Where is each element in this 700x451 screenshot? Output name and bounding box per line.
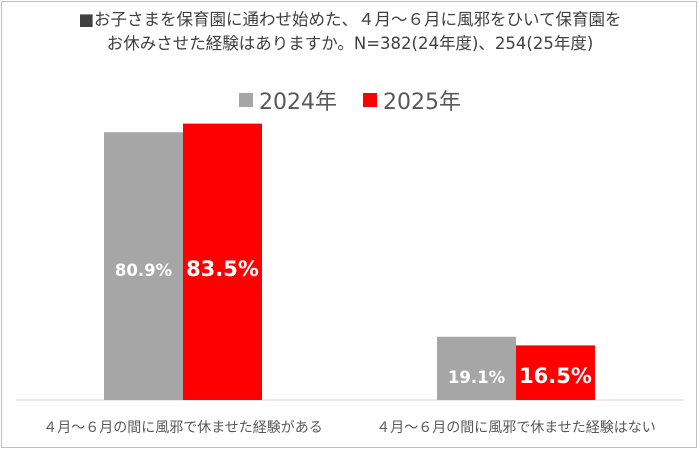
legend-item-2024: 2024年: [239, 84, 337, 116]
category-label-1: ４月～６月の間に風邪で休ませた経験がある: [43, 420, 323, 436]
chart-title-line-2: お休みさせた経験はありますか。N=382(24年度)、254(25年度): [106, 34, 594, 53]
legend-swatch-2025: [363, 93, 377, 107]
category-label-2: ４月～６月の間に風邪で休ませた経験はない: [376, 420, 656, 436]
data-label-2024-category-1: 80.9%: [115, 261, 173, 280]
bar-2025-category-2: [516, 345, 595, 400]
data-label-2025-category-2: 16.5%: [519, 364, 592, 388]
chart-title: ■お子さまを保育園に通わせ始めた、４月～６月に風邪をひいて保育園を お休みさせた…: [0, 8, 700, 56]
bar-2024-category-1: [104, 132, 183, 400]
legend-label-2025: 2025年: [383, 90, 461, 115]
legend-swatch-2024: [239, 93, 253, 107]
bar-2024-category-2: [437, 336, 516, 400]
data-label-2024-category-2: 19.1%: [448, 368, 506, 387]
chart-title-line-1: ■お子さまを保育園に通わせ始めた、４月～６月に風邪をひいて保育園を: [78, 10, 622, 29]
data-label-2025-category-1: 83.5%: [186, 257, 259, 281]
chart-legend: 2024年 2025年: [0, 84, 700, 116]
bar-2025-category-1: [183, 123, 262, 401]
legend-item-2025: 2025年: [363, 84, 461, 116]
legend-label-2024: 2024年: [259, 90, 337, 115]
